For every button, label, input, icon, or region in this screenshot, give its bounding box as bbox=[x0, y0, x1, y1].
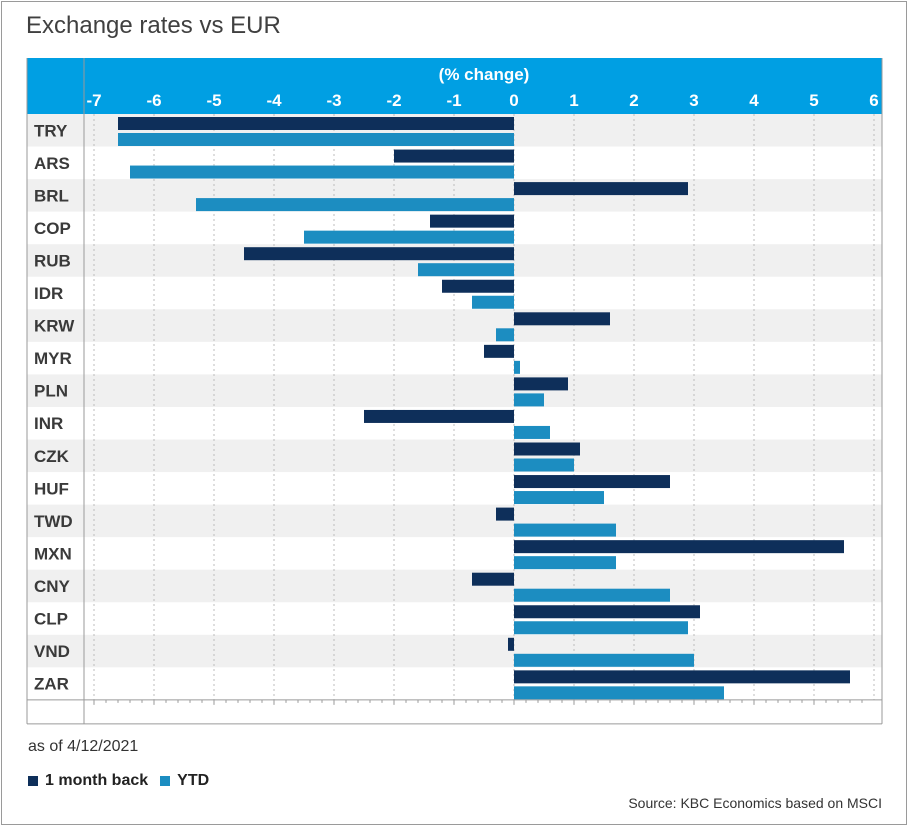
x-axis-label: (% change) bbox=[439, 65, 530, 84]
category-label: MYR bbox=[34, 349, 72, 368]
bar-zar-ytd bbox=[514, 686, 724, 700]
category-label: ZAR bbox=[34, 675, 69, 694]
chart-title: Exchange rates vs EUR bbox=[26, 12, 281, 39]
bar-ars-ytd bbox=[130, 165, 514, 179]
category-label: TWD bbox=[34, 512, 73, 531]
category-label: HUF bbox=[34, 479, 69, 498]
bar-krw-1-month-back bbox=[514, 312, 610, 326]
category-label: CNY bbox=[34, 577, 71, 596]
category-label: KRW bbox=[34, 317, 75, 336]
x-tick-label: -3 bbox=[326, 91, 341, 110]
as-of-date: as of 4/12/2021 bbox=[28, 738, 139, 755]
x-tick-label: 1 bbox=[569, 91, 578, 110]
x-tick-label: 2 bbox=[629, 91, 638, 110]
x-tick-label: -6 bbox=[146, 91, 161, 110]
bar-clp-1-month-back bbox=[514, 605, 700, 619]
x-tick-label: 0 bbox=[509, 91, 518, 110]
axis-header bbox=[27, 58, 882, 114]
bar-huf-1-month-back bbox=[514, 475, 670, 489]
category-label: COP bbox=[34, 219, 71, 238]
category-label: MXN bbox=[34, 544, 72, 563]
category-label: TRY bbox=[34, 121, 68, 140]
bar-rub-1-month-back bbox=[244, 247, 514, 261]
legend: 1 month back YTD bbox=[28, 772, 221, 790]
x-tick-label: 4 bbox=[749, 91, 759, 110]
bar-rub-ytd bbox=[418, 263, 514, 277]
legend-swatch bbox=[160, 776, 171, 786]
bar-huf-ytd bbox=[514, 491, 604, 505]
category-label: VND bbox=[34, 642, 70, 661]
category-label: IDR bbox=[34, 284, 63, 303]
bar-ars-1-month-back bbox=[394, 149, 514, 163]
legend-item-ytd: YTD bbox=[160, 772, 209, 790]
bar-mxn-1-month-back bbox=[514, 540, 844, 554]
category-label: INR bbox=[34, 414, 63, 433]
bar-pln-ytd bbox=[514, 393, 544, 407]
bar-inr-1-month-back bbox=[364, 409, 514, 423]
category-label: CZK bbox=[34, 447, 70, 466]
bar-cny-ytd bbox=[514, 588, 670, 602]
x-tick-labels: -7 -6 -5 -4 -3 -2 -1 0 1 2 3 4 5 6 bbox=[86, 91, 878, 110]
x-tick-label: -4 bbox=[266, 91, 282, 110]
legend-label: 1 month back bbox=[45, 772, 149, 789]
bar-czk-1-month-back bbox=[514, 442, 580, 456]
category-label: ARS bbox=[34, 154, 70, 173]
category-label: BRL bbox=[34, 186, 69, 205]
bar-zar-1-month-back bbox=[514, 670, 850, 684]
bar-pln-1-month-back bbox=[514, 377, 568, 391]
source-note: Source: KBC Economics based on MSCI bbox=[628, 795, 882, 811]
bar-vnd-1-month-back bbox=[508, 637, 514, 651]
legend-item-1-month-back: 1 month back bbox=[28, 772, 148, 790]
category-label: PLN bbox=[34, 382, 68, 401]
axis-lines bbox=[26, 58, 883, 725]
bar-brl-1-month-back bbox=[514, 182, 688, 196]
bar-vnd-ytd bbox=[514, 653, 694, 667]
category-labels: TRY ARS BRL COP RUB IDR KRW MYR PLN INR CZK HUF TWD M… bbox=[34, 121, 75, 693]
legend-label: YTD bbox=[177, 772, 210, 789]
category-label: CLP bbox=[34, 610, 68, 629]
bar-mxn-ytd bbox=[514, 556, 616, 570]
x-tick-label: 3 bbox=[689, 91, 698, 110]
x-tick-label: -5 bbox=[206, 91, 221, 110]
category-label: RUB bbox=[34, 251, 71, 270]
bar-cop-ytd bbox=[304, 230, 514, 244]
bar-brl-ytd bbox=[196, 198, 514, 212]
x-tick-label: -1 bbox=[446, 91, 461, 110]
bar-cop-1-month-back bbox=[430, 214, 514, 228]
bar-twd-ytd bbox=[514, 523, 616, 537]
bar-clp-ytd bbox=[514, 621, 688, 635]
bar-myr-ytd bbox=[514, 360, 520, 374]
bar-try-ytd bbox=[118, 133, 514, 146]
bar-krw-ytd bbox=[496, 328, 514, 342]
bar-idr-ytd bbox=[472, 295, 514, 309]
x-tick-label: -7 bbox=[86, 91, 101, 110]
bar-idr-1-month-back bbox=[442, 279, 514, 293]
bar-myr-1-month-back bbox=[484, 344, 514, 358]
bars bbox=[118, 117, 850, 700]
x-tick-label: 5 bbox=[809, 91, 818, 110]
bar-cny-1-month-back bbox=[472, 572, 514, 586]
legend-swatch bbox=[28, 776, 38, 786]
x-tick-label: 6 bbox=[869, 91, 878, 110]
bar-try-1-month-back bbox=[118, 117, 514, 130]
bar-czk-ytd bbox=[514, 458, 574, 472]
x-tick-label: -2 bbox=[386, 91, 401, 110]
bar-inr-ytd bbox=[514, 425, 550, 439]
bar-twd-1-month-back bbox=[496, 507, 514, 521]
